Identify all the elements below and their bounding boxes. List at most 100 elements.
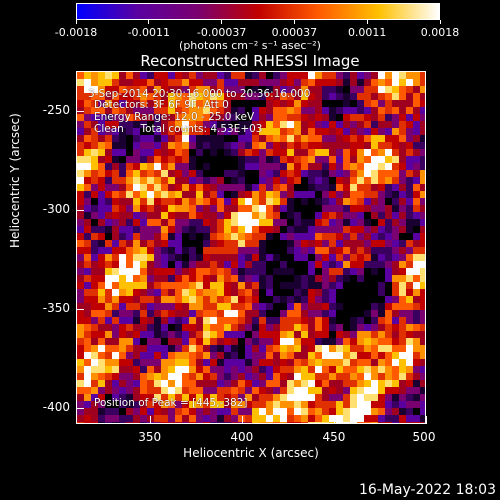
- heatmap-cell: [238, 156, 245, 163]
- heatmap-cell: [301, 408, 308, 415]
- heatmap-cell: [140, 296, 147, 303]
- heatmap-cell: [252, 338, 259, 345]
- heatmap-cell: [224, 289, 231, 296]
- heatmap-cell: [175, 240, 182, 247]
- heatmap-cell: [329, 142, 336, 149]
- heatmap-cell: [322, 170, 329, 177]
- heatmap-cell: [105, 121, 112, 128]
- heatmap-cell: [140, 198, 147, 205]
- heatmap-cell: [308, 128, 315, 135]
- heatmap-cell: [203, 387, 210, 394]
- heatmap-cell: [189, 177, 196, 184]
- heatmap-cell: [112, 156, 119, 163]
- heatmap-cell: [364, 317, 371, 324]
- heatmap-cell: [196, 324, 203, 331]
- heatmap-cell: [231, 135, 238, 142]
- heatmap-cell: [238, 79, 245, 86]
- heatmap-cell: [203, 72, 210, 79]
- heatmap-cell: [252, 373, 259, 380]
- heatmap-cell: [413, 177, 420, 184]
- heatmap-cell: [147, 394, 154, 401]
- heatmap-cell: [84, 177, 91, 184]
- heatmap-cell: [406, 191, 413, 198]
- heatmap-cell: [77, 100, 84, 107]
- heatmap-cell: [133, 254, 140, 261]
- heatmap-cell: [392, 100, 399, 107]
- heatmap-cell: [245, 240, 252, 247]
- heatmap-cell: [161, 247, 168, 254]
- heatmap-cell: [259, 128, 266, 135]
- heatmap-cell: [210, 359, 217, 366]
- heatmap-cell: [294, 268, 301, 275]
- heatmap-cell: [224, 310, 231, 317]
- heatmap-cell: [84, 310, 91, 317]
- heatmap-cell: [168, 177, 175, 184]
- heatmap-cell: [280, 268, 287, 275]
- heatmap-cell: [98, 177, 105, 184]
- heatmap-cell: [308, 226, 315, 233]
- heatmap-cell: [392, 226, 399, 233]
- heatmap-cell: [245, 219, 252, 226]
- heatmap-cell: [245, 86, 252, 93]
- heatmap-cell: [364, 163, 371, 170]
- heatmap-cell: [273, 170, 280, 177]
- heatmap-cell: [266, 268, 273, 275]
- heatmap-cell: [203, 212, 210, 219]
- heatmap-cell: [420, 191, 425, 198]
- heatmap-cell: [287, 121, 294, 128]
- heatmap-cell: [280, 177, 287, 184]
- heatmap-cell: [224, 268, 231, 275]
- heatmap-cell: [350, 86, 357, 93]
- heatmap-cell: [175, 205, 182, 212]
- heatmap-cell: [371, 394, 378, 401]
- heatmap-cell: [119, 345, 126, 352]
- heatmap-cell: [105, 366, 112, 373]
- heatmap-cell: [266, 240, 273, 247]
- heatmap-cell: [210, 247, 217, 254]
- heatmap-cell: [371, 142, 378, 149]
- heatmap-cell: [420, 240, 425, 247]
- heatmap-cell: [413, 149, 420, 156]
- heatmap-cell: [259, 226, 266, 233]
- heatmap-cell: [154, 373, 161, 380]
- heatmap-cell: [322, 366, 329, 373]
- heatmap-cell: [336, 191, 343, 198]
- heatmap-cell: [322, 156, 329, 163]
- heatmap-cell: [322, 177, 329, 184]
- heatmap-cell: [175, 303, 182, 310]
- heatmap-cell: [322, 268, 329, 275]
- heatmap-cell: [371, 86, 378, 93]
- heatmap-cell: [399, 261, 406, 268]
- heatmap-cell: [154, 338, 161, 345]
- heatmap-cell: [392, 366, 399, 373]
- heatmap-cell: [273, 254, 280, 261]
- heatmap-cell: [105, 254, 112, 261]
- heatmap-cell: [84, 422, 91, 423]
- heatmap-cell: [294, 282, 301, 289]
- heatmap-cell: [406, 114, 413, 121]
- heatmap-cell: [329, 128, 336, 135]
- heatmap-cell: [224, 247, 231, 254]
- heatmap-cell: [357, 233, 364, 240]
- heatmap-cell: [413, 401, 420, 408]
- heatmap-cell: [105, 331, 112, 338]
- heatmap-cell: [385, 128, 392, 135]
- heatmap-cell: [175, 72, 182, 79]
- heatmap-cell: [105, 135, 112, 142]
- heatmap-cell: [287, 240, 294, 247]
- heatmap-cell: [210, 135, 217, 142]
- heatmap-cell: [357, 352, 364, 359]
- heatmap-cell: [182, 219, 189, 226]
- heatmap-cell: [217, 289, 224, 296]
- heatmap-cell: [112, 163, 119, 170]
- heatmap-cell: [224, 142, 231, 149]
- heatmap-cell: [364, 324, 371, 331]
- heatmap-cell: [203, 149, 210, 156]
- heatmap-cell: [252, 331, 259, 338]
- heatmap-cell: [371, 373, 378, 380]
- heatmap-cell: [154, 79, 161, 86]
- heatmap-cell: [413, 408, 420, 415]
- heatmap-cell: [231, 247, 238, 254]
- heatmap-cell: [273, 93, 280, 100]
- heatmap-cell: [175, 254, 182, 261]
